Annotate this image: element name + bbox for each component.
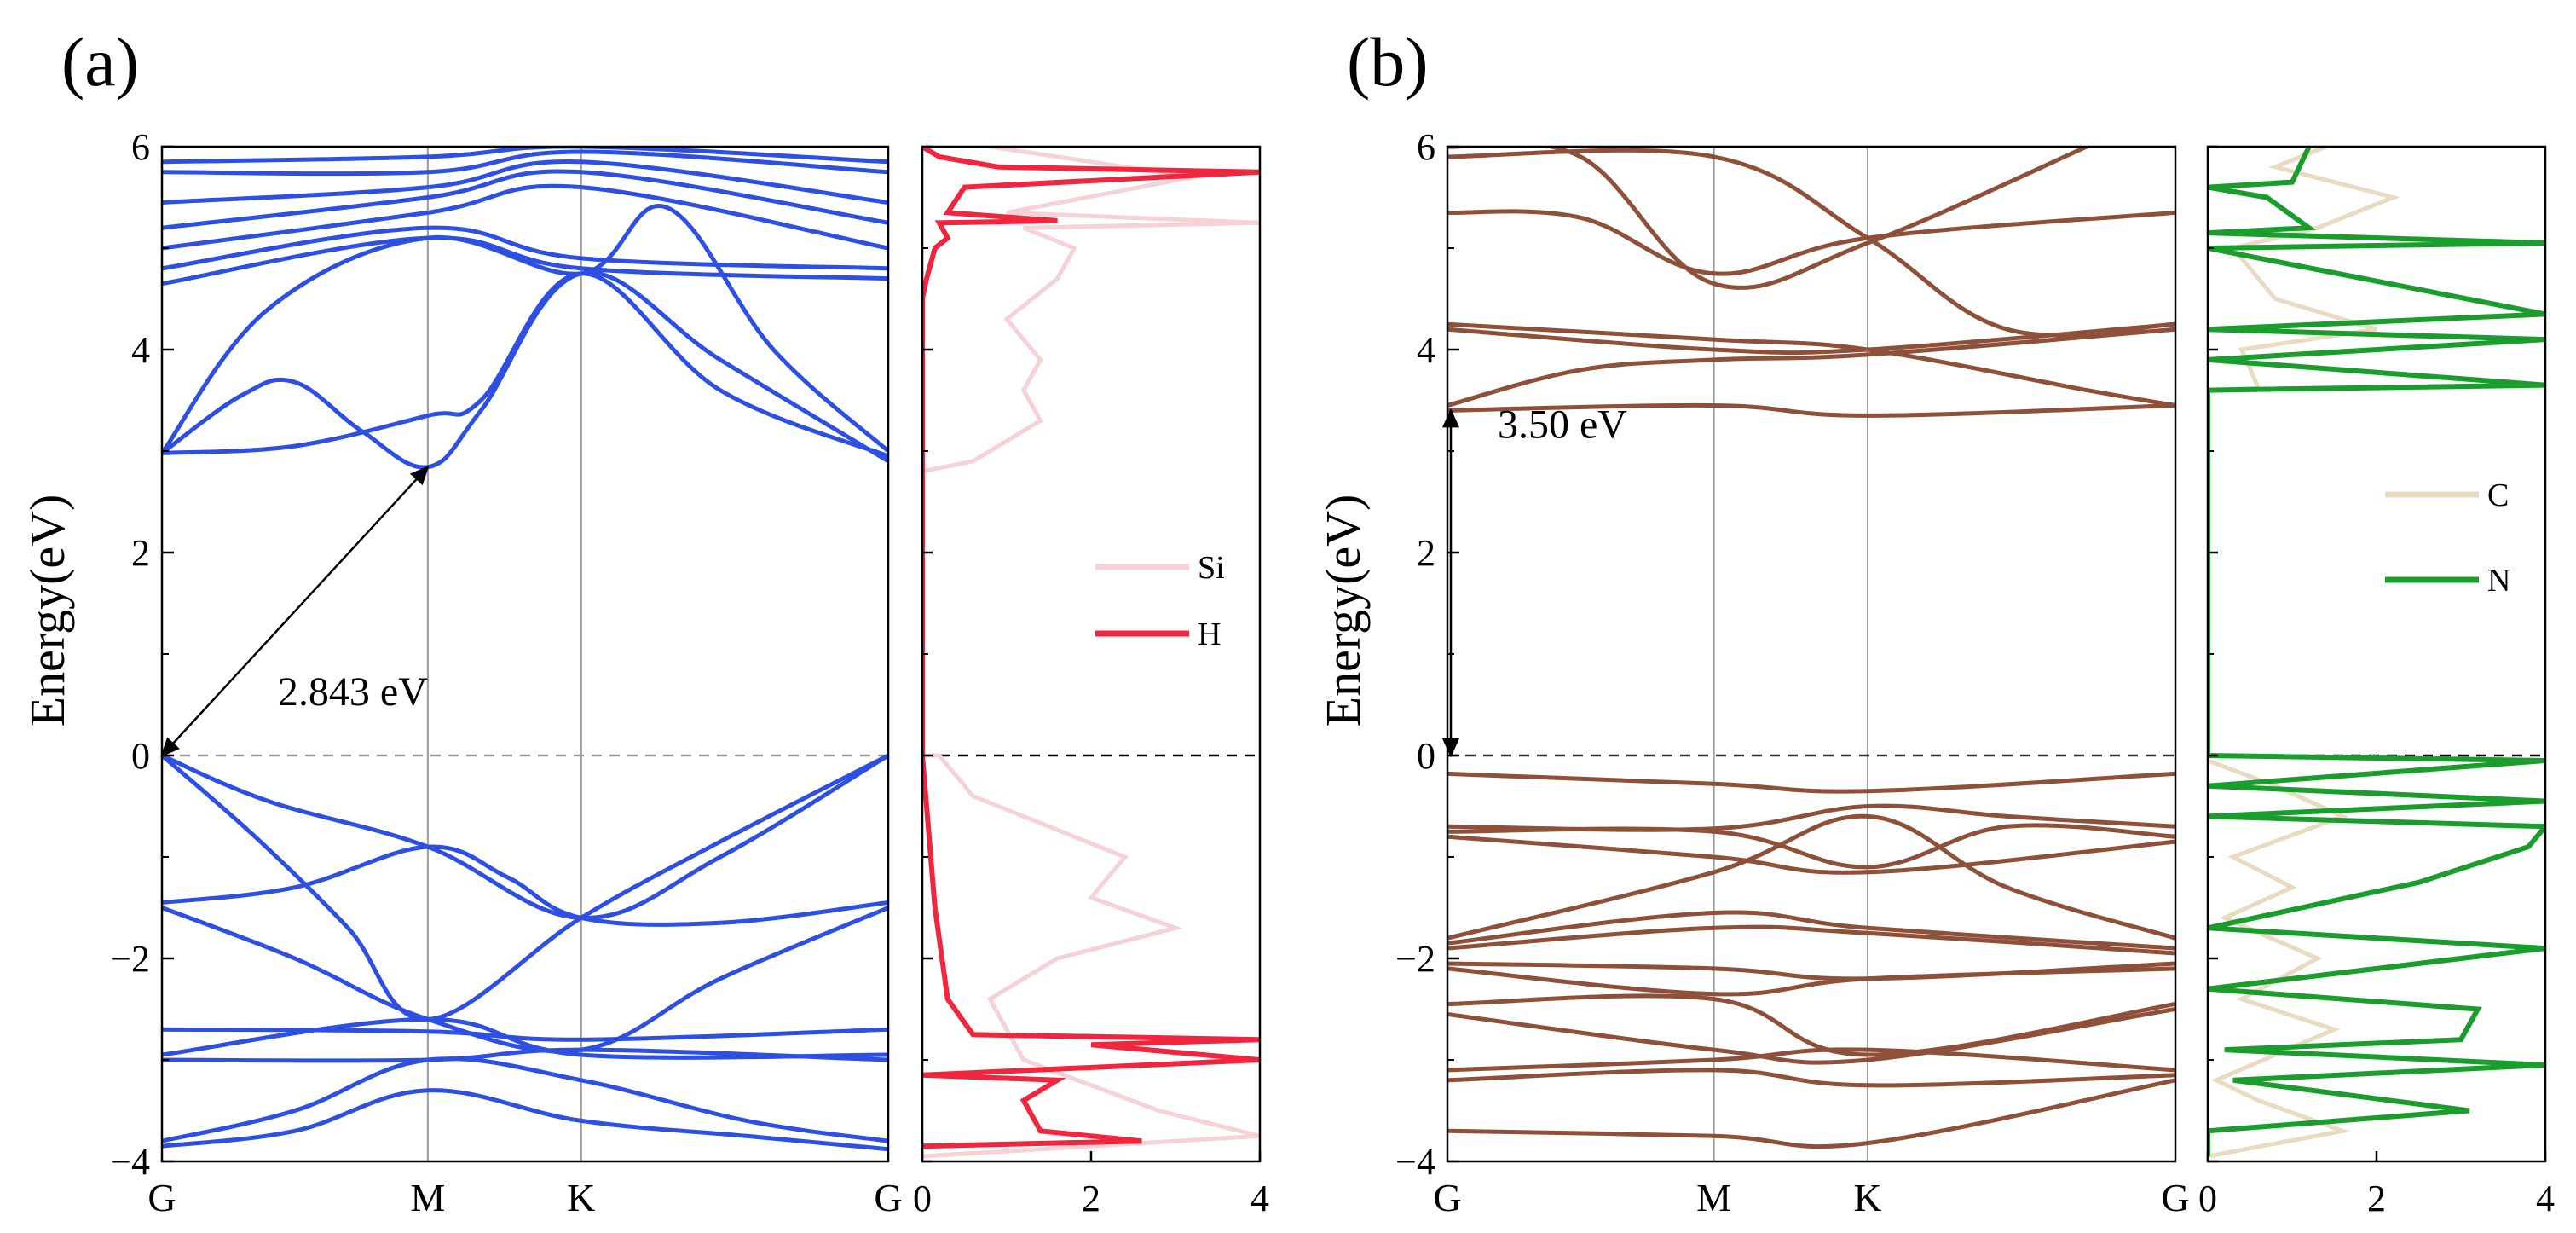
panel-a-ylabel: Energy(eV) xyxy=(20,495,75,727)
band-line-2 xyxy=(1447,823,2175,870)
kpoint-label-m: M xyxy=(1696,1176,1731,1219)
band-line-9 xyxy=(162,270,888,470)
gap-annotation-b: 3.50 eV xyxy=(1498,402,1627,448)
band-line-16 xyxy=(162,159,888,205)
band-line-3 xyxy=(162,906,888,1054)
band-line-10 xyxy=(1447,1007,2175,1065)
ytick-label: 4 xyxy=(1417,329,1435,371)
dos-curve-n xyxy=(2208,147,2545,1156)
band-line-18 xyxy=(1447,209,2175,276)
ytick-label: 6 xyxy=(131,126,150,168)
band-line-15 xyxy=(1447,327,2175,408)
ytick-label: −2 xyxy=(110,938,150,980)
band-line-3 xyxy=(1447,834,2175,875)
band-line-12 xyxy=(1447,1068,2175,1088)
band-line-5 xyxy=(162,1016,888,1060)
ytick-label: 6 xyxy=(1417,126,1435,168)
panel-a-label: (a) xyxy=(61,23,139,101)
kpoint-label-g: G xyxy=(147,1176,176,1219)
band-line-13 xyxy=(1447,1078,2175,1149)
gap-annotation-a: 2.843 eV xyxy=(278,669,428,715)
band-line-4 xyxy=(1447,813,2175,941)
kpoint-label-m: M xyxy=(410,1176,445,1219)
band-line-10 xyxy=(162,271,888,459)
band-line-8 xyxy=(1447,966,2175,997)
band-line-11 xyxy=(162,203,888,455)
legend-label-si: Si xyxy=(1198,550,1225,586)
band-line-0 xyxy=(1447,771,2175,794)
dos-plot-a: 0 2 4 xyxy=(913,145,1269,1219)
band-line-5 xyxy=(1447,910,2175,951)
ytick-label: 0 xyxy=(1417,735,1435,777)
bands-group xyxy=(1447,147,2175,1149)
band-plot-frame xyxy=(1446,145,2177,1163)
band-line-2 xyxy=(162,844,888,927)
dos-plot-frame xyxy=(921,145,1262,1163)
band-line-7 xyxy=(162,1056,888,1143)
band-line-17 xyxy=(162,149,888,177)
kpoint-label-k: K xyxy=(1853,1176,1881,1219)
ytick-label: 4 xyxy=(131,329,150,371)
dos-plot-b: 0 2 4 xyxy=(2198,145,2555,1219)
dos-xtick-label: 2 xyxy=(1082,1178,1100,1219)
band-line-13 xyxy=(162,225,888,271)
dos-curves xyxy=(2208,147,2545,1159)
band-line-12 xyxy=(162,235,888,287)
dos-xtick-label: 4 xyxy=(2536,1178,2555,1219)
kpoint-label-g: G xyxy=(2161,1176,2189,1219)
dos-xtick-label: 0 xyxy=(2198,1178,2217,1219)
bands-group xyxy=(162,147,888,1152)
band-line-18 xyxy=(162,147,888,165)
dos-plot-frame xyxy=(2206,145,2547,1163)
band-line-8 xyxy=(162,1088,888,1152)
band-line-17 xyxy=(1447,321,2175,408)
legend-label-n: N xyxy=(2487,563,2510,599)
gap-arrow xyxy=(160,465,430,757)
ytick-label: −2 xyxy=(1395,938,1435,980)
band-line-11 xyxy=(1447,1047,2175,1073)
kpoint-label-k: K xyxy=(567,1176,595,1219)
ytick-label: 2 xyxy=(1417,532,1435,574)
dos-curve-c xyxy=(2208,147,2400,1159)
dos-curves xyxy=(922,147,1260,1159)
band-line-14 xyxy=(162,183,888,251)
ytick-label: −4 xyxy=(1395,1141,1435,1183)
kpoint-label-g: G xyxy=(1433,1176,1461,1219)
legend-label-c: C xyxy=(2487,478,2509,513)
panel-b-label: (b) xyxy=(1347,23,1429,101)
ytick-label: −4 xyxy=(110,1141,150,1183)
dos-xtick-label: 0 xyxy=(913,1178,932,1219)
band-line-15 xyxy=(162,169,888,230)
dos-xtick-label: 2 xyxy=(2367,1178,2386,1219)
dos-legend-a: Si H xyxy=(1095,550,1225,652)
dos-curve-si xyxy=(922,147,1260,1159)
band-line-6 xyxy=(162,1047,888,1063)
kpoint-label-g: G xyxy=(874,1176,902,1219)
legend-label-h: H xyxy=(1198,616,1221,652)
panel-b-ylabel: Energy(eV) xyxy=(1315,495,1371,727)
band-line-0 xyxy=(162,753,888,920)
band-line-20 xyxy=(1447,148,2175,338)
dos-legend-b: C N xyxy=(2385,478,2510,599)
dos-curve-h xyxy=(922,147,1260,1149)
dos-xtick-label: 4 xyxy=(1250,1178,1269,1219)
ytick-label: 0 xyxy=(131,735,150,777)
band-plot-frame xyxy=(160,145,890,1163)
band-line-1 xyxy=(162,753,888,1022)
ytick-label: 2 xyxy=(131,532,150,574)
band-line-6 xyxy=(1447,924,2175,956)
band-line-14 xyxy=(1447,402,2175,418)
band-line-9 xyxy=(1447,993,2175,1057)
